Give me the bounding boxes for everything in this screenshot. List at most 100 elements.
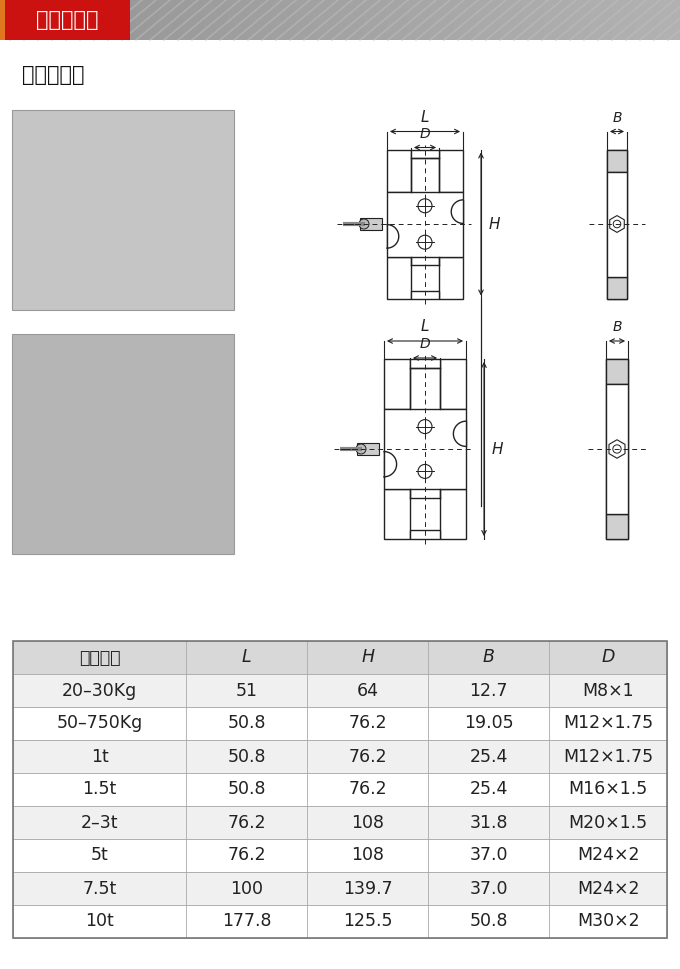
Bar bbox=[5, 0, 130, 40]
Bar bbox=[420, 0, 421, 40]
Bar bbox=[112, 0, 113, 40]
Bar bbox=[69, 0, 70, 40]
Bar bbox=[473, 0, 474, 40]
Bar bbox=[449, 0, 450, 40]
Bar bbox=[99, 0, 100, 40]
Bar bbox=[312, 0, 313, 40]
Bar bbox=[170, 0, 171, 40]
Bar bbox=[152, 0, 153, 40]
Bar bbox=[559, 0, 560, 40]
Text: H: H bbox=[489, 216, 500, 232]
Bar bbox=[428, 0, 429, 40]
Bar bbox=[39, 0, 40, 40]
Bar bbox=[244, 0, 245, 40]
Bar bbox=[432, 0, 433, 40]
Bar bbox=[10, 0, 11, 40]
Bar bbox=[63, 0, 64, 40]
Text: 1.5t: 1.5t bbox=[82, 780, 117, 798]
Bar bbox=[636, 0, 637, 40]
Bar bbox=[56, 0, 57, 40]
Bar bbox=[257, 0, 258, 40]
Bar bbox=[403, 0, 404, 40]
Bar bbox=[395, 0, 396, 40]
Bar bbox=[18, 0, 19, 40]
Bar bbox=[350, 0, 351, 40]
Bar bbox=[348, 0, 349, 40]
Text: 50.8: 50.8 bbox=[228, 780, 266, 798]
Bar bbox=[319, 0, 320, 40]
Bar bbox=[376, 0, 377, 40]
Bar bbox=[78, 0, 79, 40]
Bar bbox=[13, 0, 14, 40]
Bar bbox=[317, 0, 318, 40]
Bar bbox=[175, 0, 176, 40]
Bar bbox=[105, 0, 106, 40]
Bar bbox=[106, 0, 107, 40]
Bar bbox=[301, 0, 302, 40]
Bar bbox=[556, 0, 557, 40]
Polygon shape bbox=[452, 200, 463, 224]
Bar bbox=[400, 0, 401, 40]
Bar bbox=[306, 0, 307, 40]
Bar bbox=[325, 0, 326, 40]
Bar bbox=[114, 0, 115, 40]
Bar bbox=[467, 0, 468, 40]
Bar bbox=[330, 0, 331, 40]
Bar bbox=[622, 0, 623, 40]
Bar bbox=[279, 0, 280, 40]
Bar bbox=[237, 0, 238, 40]
Bar bbox=[160, 0, 161, 40]
Bar bbox=[66, 0, 67, 40]
Bar bbox=[672, 0, 673, 40]
Text: 31.8: 31.8 bbox=[469, 814, 508, 831]
Text: 108: 108 bbox=[352, 847, 384, 864]
Bar bbox=[599, 0, 600, 40]
Polygon shape bbox=[384, 452, 396, 477]
Bar bbox=[303, 0, 304, 40]
Bar bbox=[109, 0, 110, 40]
Bar bbox=[198, 0, 199, 40]
Bar bbox=[156, 0, 157, 40]
Bar bbox=[67, 0, 68, 40]
Bar bbox=[281, 0, 282, 40]
Bar bbox=[265, 0, 266, 40]
Bar bbox=[412, 0, 413, 40]
Bar bbox=[0, 0, 5, 40]
Bar bbox=[463, 0, 464, 40]
Text: 51: 51 bbox=[236, 681, 258, 700]
Bar bbox=[102, 0, 103, 40]
Bar bbox=[72, 0, 73, 40]
Bar bbox=[619, 0, 620, 40]
Bar bbox=[459, 0, 460, 40]
Bar bbox=[496, 0, 497, 40]
Bar bbox=[333, 0, 334, 40]
Bar bbox=[663, 0, 664, 40]
Bar bbox=[513, 0, 514, 40]
Bar bbox=[626, 0, 627, 40]
Bar bbox=[158, 0, 159, 40]
Bar bbox=[146, 0, 147, 40]
Bar bbox=[475, 0, 476, 40]
Bar bbox=[20, 0, 21, 40]
Text: M20×1.5: M20×1.5 bbox=[568, 814, 648, 831]
Bar bbox=[165, 0, 166, 40]
Bar bbox=[131, 0, 132, 40]
Bar bbox=[41, 0, 42, 40]
Bar bbox=[613, 0, 614, 40]
Bar bbox=[272, 0, 273, 40]
Bar bbox=[137, 0, 138, 40]
Circle shape bbox=[613, 445, 621, 453]
Bar bbox=[132, 0, 133, 40]
Bar bbox=[624, 0, 625, 40]
Bar bbox=[560, 0, 561, 40]
Bar bbox=[123, 0, 124, 40]
Bar bbox=[80, 0, 81, 40]
Bar bbox=[331, 0, 332, 40]
Bar bbox=[452, 0, 453, 40]
Bar bbox=[315, 0, 316, 40]
Bar bbox=[246, 0, 247, 40]
Bar bbox=[647, 0, 648, 40]
Bar bbox=[627, 0, 628, 40]
Bar bbox=[277, 0, 278, 40]
Bar bbox=[217, 0, 218, 40]
